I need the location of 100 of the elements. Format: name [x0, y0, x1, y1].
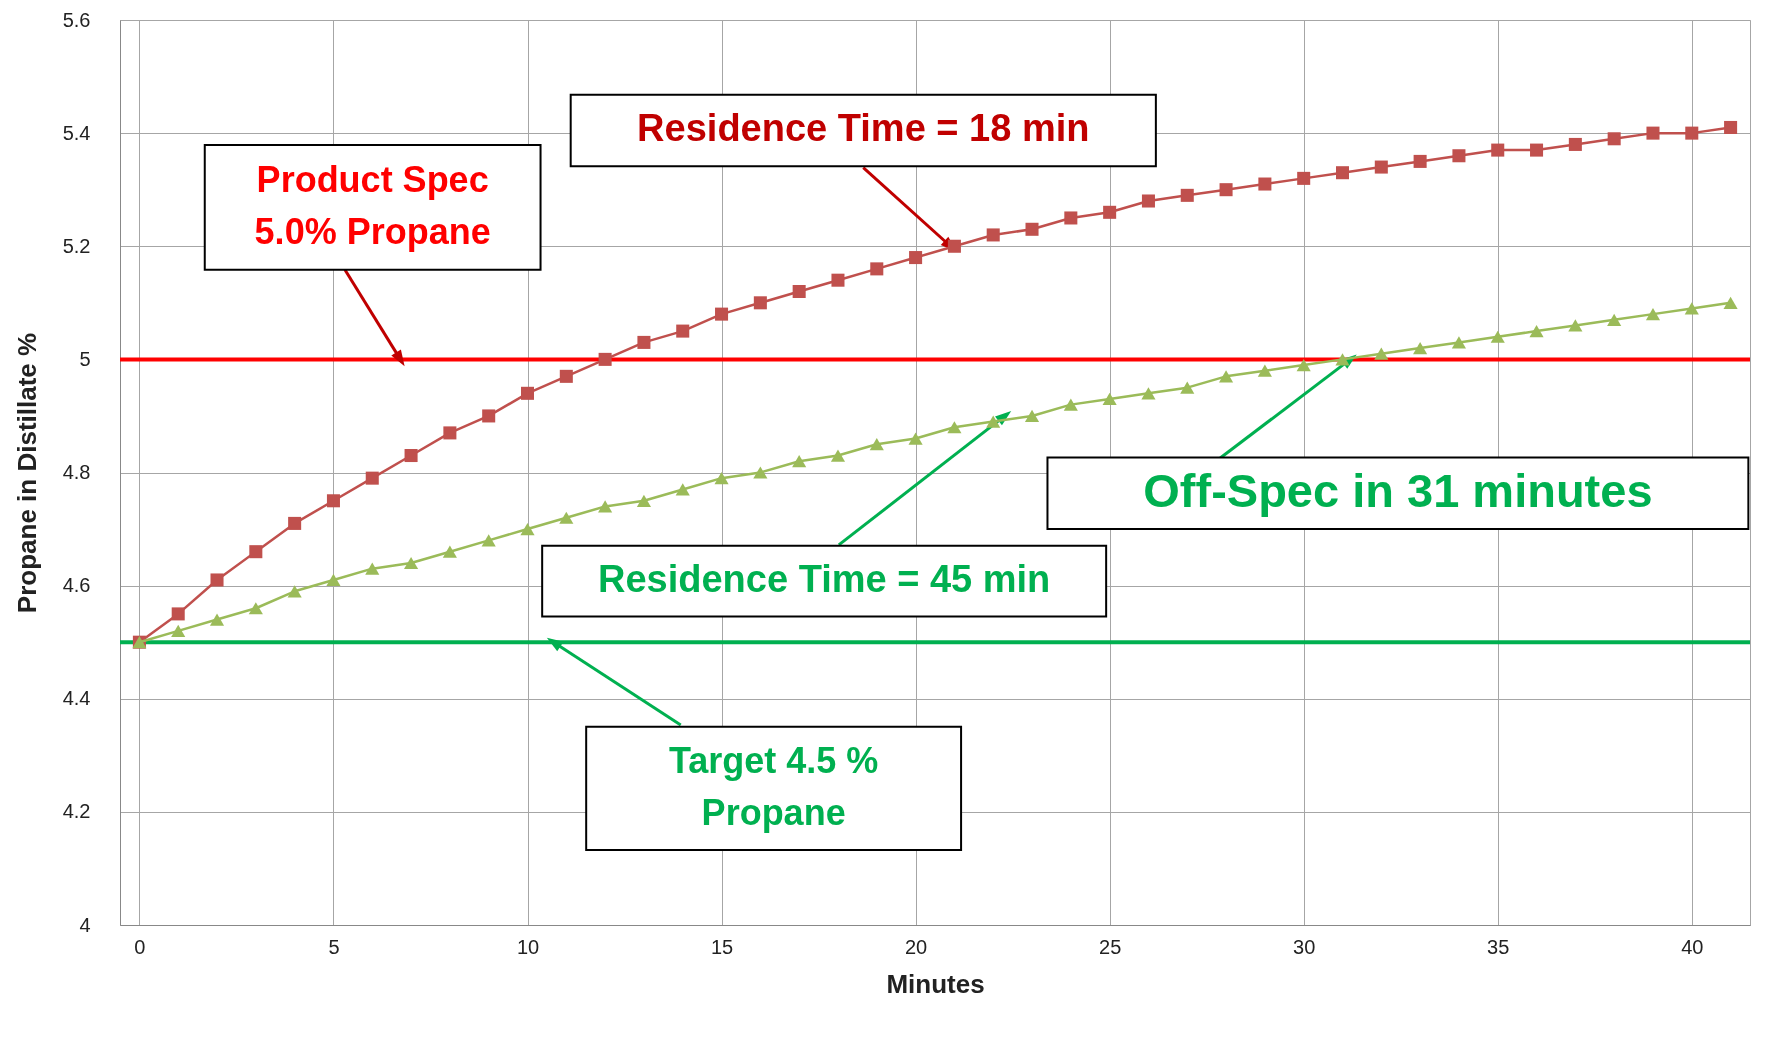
point — [1063, 398, 1078, 411]
point — [792, 284, 806, 299]
point — [1529, 324, 1544, 338]
point — [1180, 188, 1194, 202]
annotation: Off-Spec in 31 minutes — [1143, 464, 1653, 518]
point — [1374, 347, 1389, 360]
x-tick-label: 0 — [134, 935, 146, 958]
ref-line-label: Product Spec 5.0% Propane — [254, 159, 491, 253]
point — [520, 386, 535, 400]
point — [947, 239, 961, 253]
point — [598, 352, 612, 366]
point — [1219, 370, 1234, 383]
y-tick-label: 4 — [79, 913, 91, 936]
point — [1025, 222, 1039, 236]
point — [1258, 177, 1272, 191]
point — [753, 466, 768, 479]
point — [1451, 336, 1466, 349]
x-tick-label: 5 — [328, 935, 340, 958]
point — [908, 432, 923, 445]
point — [636, 494, 651, 507]
x-tick-label: 35 — [1487, 935, 1510, 958]
point — [1180, 381, 1195, 394]
point — [986, 228, 1000, 242]
point — [1024, 409, 1040, 423]
point — [1568, 319, 1583, 332]
point — [326, 494, 340, 508]
point — [1335, 166, 1350, 180]
point — [1723, 296, 1738, 309]
point — [1684, 302, 1699, 315]
point — [481, 534, 496, 547]
point — [1335, 353, 1350, 366]
point — [559, 511, 574, 524]
point — [1530, 143, 1544, 157]
point — [1219, 183, 1233, 197]
point — [1141, 387, 1156, 400]
point — [209, 613, 225, 626]
point — [986, 415, 1001, 428]
point — [171, 607, 185, 621]
point — [1413, 154, 1427, 168]
point — [326, 573, 341, 587]
annotation: Residence Time = 45 min — [597, 558, 1051, 601]
point — [365, 471, 379, 485]
point — [1646, 126, 1660, 140]
point — [598, 500, 613, 513]
point — [1064, 211, 1078, 225]
point — [520, 522, 535, 536]
point — [909, 251, 923, 265]
point — [442, 545, 457, 558]
point — [1452, 149, 1466, 163]
point — [1685, 126, 1699, 140]
point — [869, 438, 884, 451]
y-tick-label: 4.2 — [62, 800, 91, 823]
point — [288, 516, 302, 530]
point — [171, 624, 186, 637]
point — [1102, 392, 1117, 406]
point — [1296, 358, 1311, 372]
point — [1103, 205, 1117, 219]
y-tick-label: 5.4 — [62, 121, 91, 144]
point — [1257, 364, 1272, 377]
point — [947, 421, 962, 434]
point — [1724, 120, 1738, 134]
point — [714, 472, 729, 485]
y-tick-label: 5 — [79, 347, 91, 370]
point — [249, 545, 263, 559]
point — [1297, 171, 1311, 185]
point — [443, 426, 457, 440]
point — [559, 369, 573, 383]
point — [248, 602, 263, 615]
point — [365, 562, 380, 575]
point — [830, 449, 846, 462]
point — [1645, 308, 1661, 321]
x-tick-label: 25 — [1099, 935, 1122, 958]
point — [792, 455, 807, 468]
point — [1413, 341, 1428, 355]
point — [1568, 137, 1582, 151]
point — [676, 324, 690, 338]
x-tick-label: 20 — [904, 935, 928, 958]
point — [1607, 313, 1622, 326]
point — [753, 296, 767, 310]
point — [1607, 132, 1621, 146]
y-tick-label: 4.4 — [62, 687, 91, 710]
point — [210, 573, 224, 587]
point — [1491, 143, 1505, 157]
x-tick-label: 15 — [710, 935, 734, 958]
x-tick-label: 40 — [1681, 935, 1704, 958]
x-axis-title: Minutes — [886, 968, 985, 999]
point — [637, 335, 651, 349]
y-tick-label: 4.8 — [62, 461, 91, 483]
point — [831, 273, 845, 287]
y-tick-label: 4.6 — [62, 574, 91, 597]
point — [870, 262, 884, 276]
point — [404, 449, 418, 463]
y-tick-label: 5.6 — [62, 8, 91, 31]
annotation: Residence Time = 18 min — [637, 107, 1090, 150]
point — [287, 585, 302, 598]
point — [1141, 194, 1155, 208]
y-tick-label: 5.2 — [62, 234, 91, 257]
point — [1490, 330, 1505, 343]
point — [675, 483, 690, 496]
point — [482, 409, 496, 423]
